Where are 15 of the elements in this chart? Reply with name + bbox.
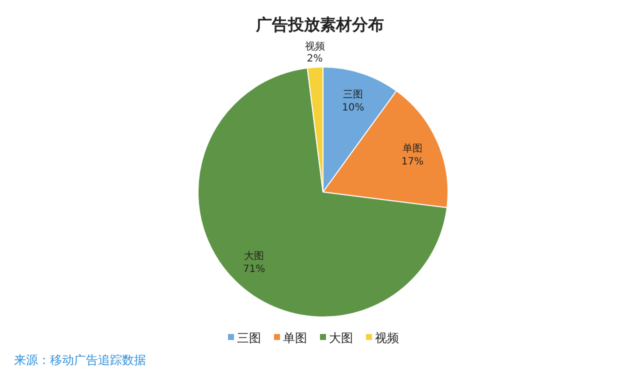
- legend-label: 大图: [329, 331, 353, 345]
- data-label: 71%: [242, 264, 266, 275]
- slice-label: 单图: [402, 142, 422, 154]
- pie-slice: [198, 67, 448, 318]
- legend-label: 单图: [283, 331, 307, 345]
- legend-label: 三图: [237, 331, 261, 345]
- chart-title: 广告投放素材分布: [255, 15, 384, 34]
- data-label: 2%: [306, 53, 323, 64]
- slice-label: 大图: [244, 250, 264, 262]
- slice-label: 视频: [304, 40, 325, 52]
- slice-label: 三图: [343, 89, 364, 100]
- source-note: 来源：移动广告追踪数据: [14, 353, 146, 367]
- data-label: 10%: [342, 102, 364, 114]
- legend-label: 视频: [375, 331, 399, 345]
- data-label: 17%: [401, 156, 424, 168]
